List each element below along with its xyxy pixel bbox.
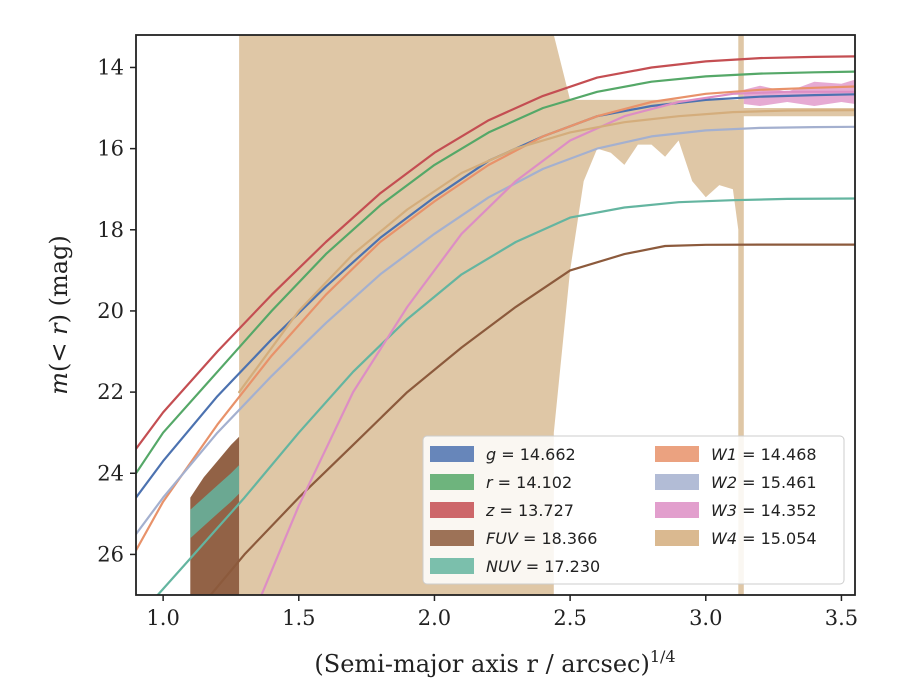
x-tick-label: 2.0	[418, 606, 451, 630]
curve-lines	[136, 55, 855, 595]
y-axis-label: m(< r) (mag)	[45, 235, 73, 395]
legend-swatch	[655, 502, 699, 518]
legend-label: NUV = 17.230	[486, 557, 600, 576]
x-tick-label: 1.0	[146, 606, 179, 630]
x-tick-label: 2.5	[553, 606, 586, 630]
x-tick-label: 3.0	[689, 606, 722, 630]
x-axis-label-sup: 1/4	[650, 647, 676, 666]
line-w1	[136, 85, 855, 552]
plot-frame	[135, 34, 856, 596]
legend-swatch	[430, 502, 474, 518]
y-tick-label: 18	[97, 218, 124, 242]
legend-label: W4 = 15.054	[711, 529, 817, 548]
legend-label: r = 14.102	[486, 473, 572, 492]
legend-swatch	[430, 474, 474, 490]
y-tick-label: 24	[97, 461, 124, 485]
legend-swatch	[655, 474, 699, 490]
line-nuv	[156, 197, 855, 595]
legend-label: W2 = 15.461	[711, 473, 817, 492]
x-tick-label: 1.5	[282, 606, 315, 630]
line-z	[136, 55, 855, 450]
x-axis-label: (Semi-major axis r / arcsec)1/4	[314, 647, 675, 678]
band-w4	[239, 35, 855, 595]
y-tick-label: 14	[97, 55, 124, 79]
axes: 1.0 1.5 2.0 2.5 3.0 3.5 14 16 18 20 22 24 26	[97, 34, 858, 630]
uncertainty-bands	[190, 35, 855, 595]
x-tick-label: 3.5	[825, 606, 858, 630]
legend-label: W3 = 14.352	[711, 501, 817, 520]
legend-label: FUV = 18.366	[486, 529, 597, 548]
legend-label: W1 = 14.468	[711, 445, 817, 464]
band-nuv	[190, 465, 240, 539]
y-tick-label: 16	[97, 137, 124, 161]
legend-swatch	[430, 446, 474, 462]
legend: g = 14.662 r = 14.102 z = 13.727 FUV = 18.3…	[422, 435, 845, 585]
line-w2	[136, 125, 855, 536]
y-tick-label: 20	[97, 299, 124, 323]
legend-swatch	[655, 446, 699, 462]
y-tick-label: 22	[97, 380, 124, 404]
legend-label: g = 14.662	[486, 445, 576, 464]
legend-swatch	[430, 530, 474, 546]
x-axis-label-main: (Semi-major axis r / arcsec)	[314, 650, 649, 678]
y-tick-label: 26	[97, 542, 124, 566]
legend-swatch	[430, 558, 474, 574]
legend-label: z = 13.727	[485, 501, 574, 520]
line-w3	[260, 90, 855, 595]
line-r	[136, 70, 855, 475]
legend-box	[422, 435, 845, 585]
legend-swatch	[655, 530, 699, 546]
line-w4	[238, 109, 855, 394]
